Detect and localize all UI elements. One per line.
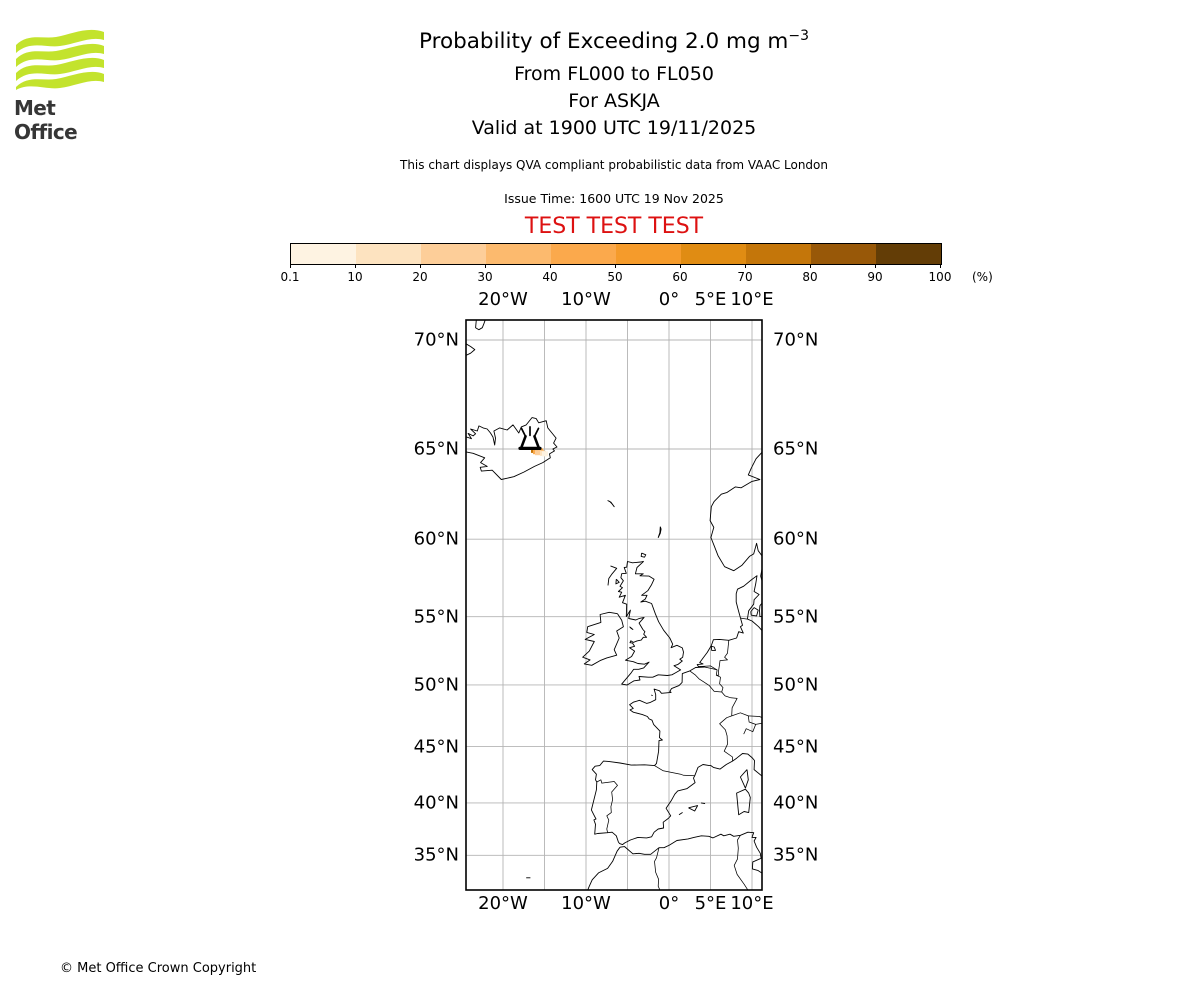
colorbar-segment (616, 244, 681, 264)
colorbar-tickmark (680, 264, 681, 268)
colorbar-tickmark (745, 264, 746, 268)
colorbar-tick-label: 20 (412, 270, 428, 284)
colorbar-tickmark (875, 264, 876, 268)
test-banner: TEST TEST TEST (524, 214, 704, 239)
colorbar-segment (746, 244, 811, 264)
colorbar-tickmark (420, 264, 421, 268)
colorbar-unit-label: (%) (972, 270, 993, 284)
colorbar-ticks: 0.1 10 20 30 40 50 60 70 80 90 100 (280, 264, 952, 290)
colorbar-tick-label: 50 (607, 270, 623, 284)
subtitle-flight-levels: From FL000 to FL050 (514, 63, 714, 85)
axis-label-top: 10°W (561, 289, 611, 310)
map-frame (465, 319, 763, 891)
axis-label-right: 40°N (773, 792, 819, 814)
colorbar-segment (421, 244, 486, 264)
colorbar-tickmark (940, 264, 941, 268)
subtitle-valid-time: Valid at 1900 UTC 19/11/2025 (471, 117, 757, 139)
qva-note: This chart displays QVA compliant probab… (400, 158, 828, 172)
colorbar-segment (681, 244, 746, 264)
axis-label-top: 5°E (694, 289, 727, 310)
axis-label-left: 50°N (413, 674, 459, 696)
axis-label-left: 70°N (413, 329, 459, 351)
axis-label-right: 65°N (773, 438, 819, 460)
axis-label-right: 45°N (773, 736, 819, 758)
colorbar-segment (811, 244, 876, 264)
axis-label-top: 20°W (478, 289, 528, 310)
country-borders (596, 617, 762, 890)
colorbar-tick-label: 70 (737, 270, 753, 284)
axis-label-left: 60°N (413, 528, 459, 550)
subtitle-volcano: For ASKJA (568, 90, 660, 112)
colorbar-segment (551, 244, 616, 264)
colorbar-tickmark (355, 264, 356, 268)
colorbar-segment (356, 244, 421, 264)
logo-wordmark: Met Office (14, 96, 78, 144)
graticule (466, 320, 762, 890)
axis-label-left: 55°N (413, 606, 459, 628)
volcano-symbol (518, 426, 542, 450)
axis-label-left: 65°N (413, 438, 459, 460)
coastlines (466, 320, 762, 890)
colorbar-tick-label: 0.1 (280, 270, 300, 284)
met-office-waves-icon (16, 29, 104, 90)
axis-label-left: 40°N (413, 792, 459, 814)
colorbar-tick-label: 10 (347, 270, 363, 284)
axis-label-left: 45°N (413, 736, 459, 758)
axis-label-top: 0° (658, 289, 680, 310)
colorbar-tickmark (550, 264, 551, 268)
axis-label-bottom: 5°E (694, 893, 727, 914)
met-office-logo: Met Office (14, 28, 109, 144)
ash-probability-cells (531, 447, 548, 457)
colorbar-tick-label: 100 (928, 270, 952, 284)
colorbar-tickmark (485, 264, 486, 268)
colorbar-segment (486, 244, 551, 264)
axis-label-right: 35°N (773, 844, 819, 866)
axis-label-top: 10°E (730, 289, 774, 310)
colorbar-segment (291, 244, 356, 264)
axis-label-bottom: 10°E (730, 893, 774, 914)
axis-label-bottom: 10°W (561, 893, 611, 914)
colorbar-tickmark (810, 264, 811, 268)
axis-label-left: 35°N (413, 844, 459, 866)
colorbar-tick-label: 90 (867, 270, 883, 284)
colorbar-tick-label: 30 (477, 270, 493, 284)
colorbar-tickmark (615, 264, 616, 268)
colorbar-segment (876, 244, 941, 264)
axis-label-right: 60°N (773, 528, 819, 550)
title-superscript: −3 (788, 28, 810, 44)
colorbar-tick-label: 80 (802, 270, 818, 284)
axis-label-bottom: 0° (658, 893, 680, 914)
issue-time: Issue Time: 1600 UTC 19 Nov 2025 (504, 191, 724, 206)
page-title: Probability of Exceeding 2.0 mg m−3 (418, 28, 810, 55)
map-content (466, 320, 762, 890)
axis-label-right: 55°N (773, 606, 819, 628)
probability-colorbar (290, 243, 942, 265)
colorbar-tickmark (290, 264, 291, 268)
colorbar-tick-label: 40 (542, 270, 558, 284)
axis-label-right: 50°N (773, 674, 819, 696)
colorbar-tick-label: 60 (672, 270, 688, 284)
axis-label-bottom: 20°W (478, 893, 528, 914)
axis-label-right: 70°N (773, 329, 819, 351)
copyright-text: © Met Office Crown Copyright (60, 961, 257, 976)
